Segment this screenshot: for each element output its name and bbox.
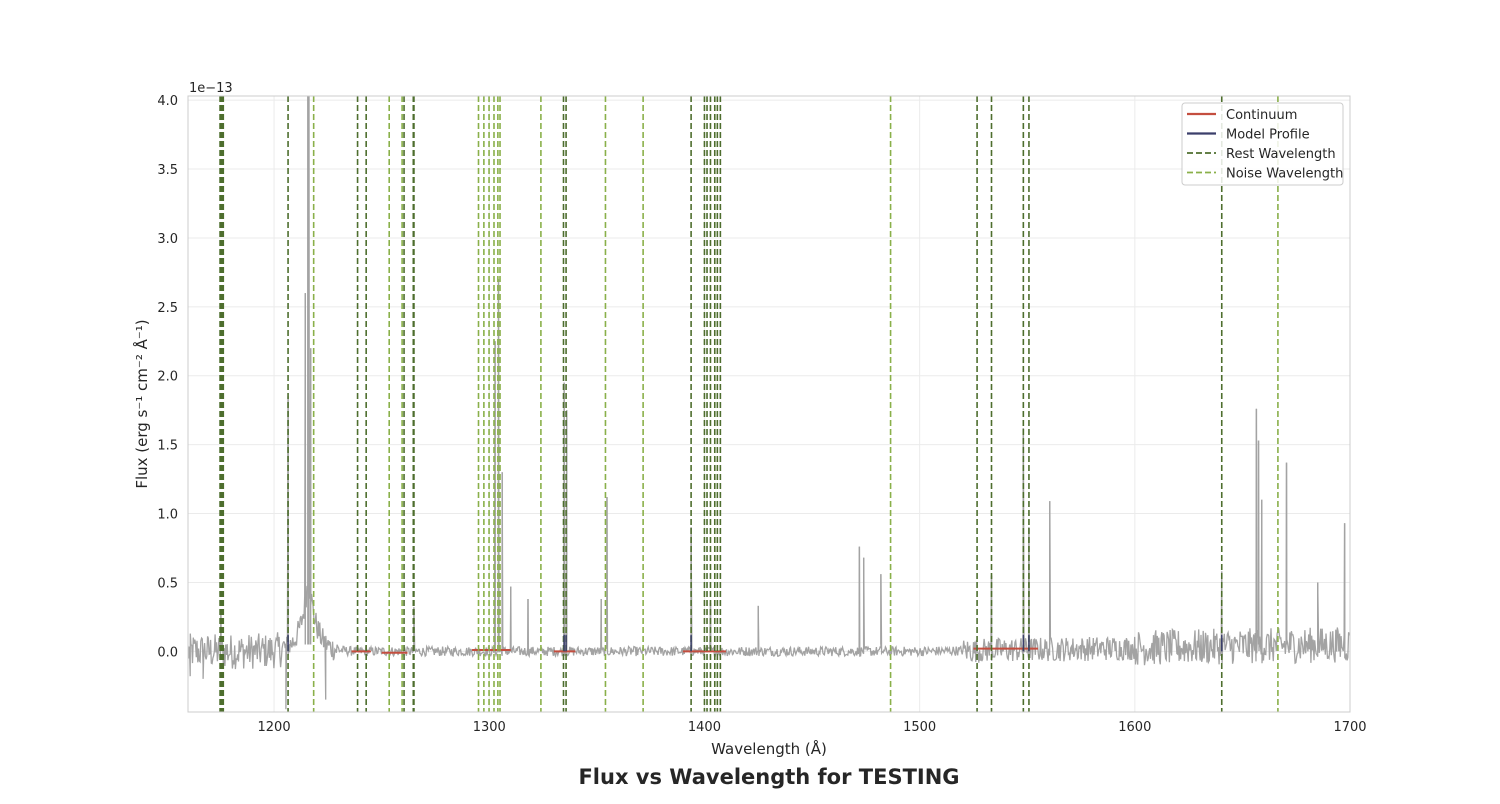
x-tick-label: 1500 xyxy=(903,720,936,735)
y-tick-label: 4.0 xyxy=(157,94,178,109)
y-tick-label: 1.0 xyxy=(157,508,178,523)
chart-title: Flux vs Wavelength for TESTING xyxy=(578,765,959,789)
grid-layer xyxy=(188,96,1351,712)
y-axis-ticks: 0.0 0.5 1.0 1.5 2.0 2.5 3.0 3.5 4.0 xyxy=(157,94,178,660)
y-tick-label: 0.0 xyxy=(157,645,178,660)
y-tick-label: 0.5 xyxy=(157,576,178,591)
x-tick-label: 1300 xyxy=(473,720,506,735)
x-axis-ticks: 1200 1300 1400 1500 1600 1700 xyxy=(258,720,1367,735)
y-offset-label: 1e−13 xyxy=(189,81,233,96)
y-tick-label: 3.0 xyxy=(157,232,178,247)
legend: Continuum Model Profile Rest Wavelength Noi… xyxy=(1181,102,1344,186)
reference-lines-layer xyxy=(219,96,1279,712)
spectrum-line xyxy=(188,96,1350,710)
y-axis-label: Flux (erg s⁻¹ cm⁻² Å⁻¹) xyxy=(132,319,151,488)
x-tick-label: 1600 xyxy=(1118,720,1151,735)
legend-label: Rest Wavelength xyxy=(1226,147,1336,162)
y-tick-label: 2.0 xyxy=(157,370,178,385)
legend-label: Continuum xyxy=(1226,108,1297,123)
x-tick-label: 1700 xyxy=(1333,720,1366,735)
y-tick-label: 3.5 xyxy=(157,163,178,178)
legend-label: Noise Wavelength xyxy=(1226,167,1343,182)
legend-label: Model Profile xyxy=(1226,128,1310,143)
x-axis-label: Wavelength (Å) xyxy=(711,739,827,758)
plot-frame xyxy=(187,95,1351,713)
x-tick-label: 1400 xyxy=(688,720,721,735)
y-tick-label: 2.5 xyxy=(157,301,178,316)
x-tick-label: 1200 xyxy=(258,720,291,735)
legend-box xyxy=(1181,102,1344,186)
y-tick-label: 1.5 xyxy=(157,439,178,454)
spectrum-layer xyxy=(188,96,1350,710)
continuum-layer xyxy=(351,647,1038,654)
